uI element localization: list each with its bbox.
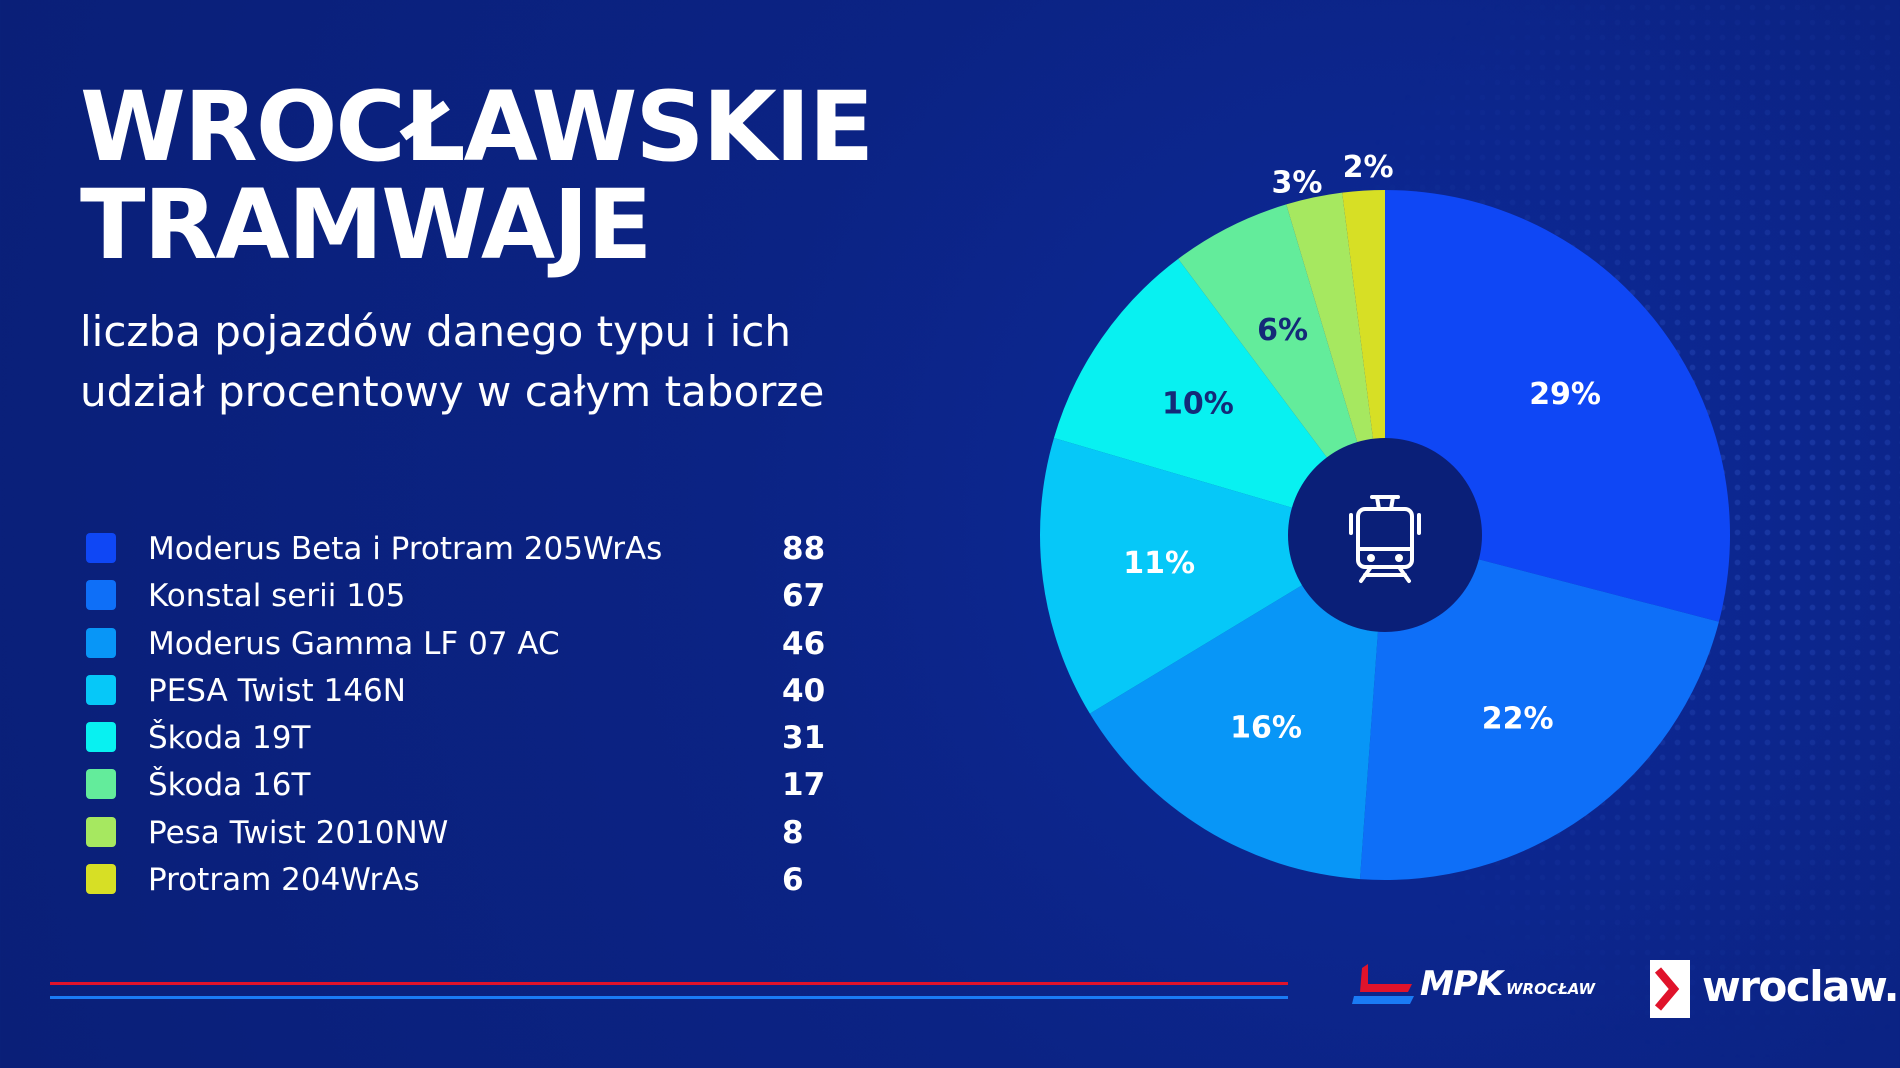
- legend-item: Moderus Gamma LF 07 AC 46: [86, 622, 846, 669]
- pie-chart: 29% 22% 16% 11% 10% 6% 3% 2%: [1040, 150, 1730, 880]
- pie-percent-label: 10%: [1162, 387, 1234, 422]
- legend-swatch: [86, 533, 116, 563]
- donut-hole: [1288, 438, 1482, 632]
- pie-percent-label: 6%: [1257, 313, 1308, 348]
- wroclaw-logo: wroclaw.pl: [1650, 960, 1900, 1018]
- legend-swatch: [86, 769, 116, 800]
- footer-line-red: [50, 982, 1288, 985]
- legend-count: 67: [782, 578, 826, 615]
- legend-item: Škoda 16T 17: [86, 763, 846, 810]
- pie-slices: [1040, 190, 1730, 880]
- legend-count: 88: [782, 531, 826, 567]
- legend-count: 40: [782, 672, 826, 709]
- legend-count: 31: [782, 720, 826, 757]
- page-title: WROCŁAWSKIE TRAMWAJE: [80, 71, 874, 281]
- mpk-logo: MPK WROCŁAW: [1352, 958, 1596, 1008]
- chart-legend: Moderus Beta i Protram 205WrAs 88 Konstal …: [86, 527, 846, 905]
- pie-labels: 29% 22% 16% 11% 10% 6% 3% 2%: [1123, 150, 1601, 745]
- legend-item: Protram 204WrAs 6: [86, 858, 846, 905]
- legend-swatch: [86, 580, 116, 611]
- pie-slice: [1053, 258, 1385, 535]
- legend-count: 6: [782, 862, 804, 899]
- legend-count: 17: [782, 767, 826, 804]
- legend-item: PESA Twist 146N 40: [86, 669, 846, 716]
- pie-percent-label: 22%: [1482, 702, 1554, 737]
- wroclaw-logo-mark: [1650, 960, 1690, 1018]
- legend-swatch: [86, 674, 116, 705]
- legend-count: 46: [782, 625, 826, 662]
- legend-count: 8: [782, 814, 804, 851]
- legend-label: Škoda 16T: [148, 767, 311, 804]
- legend-item: Škoda 19T 31: [86, 716, 846, 763]
- legend-label: Moderus Gamma LF 07 AC: [148, 625, 560, 662]
- legend-label: Škoda 19T: [148, 720, 311, 757]
- legend-swatch: [86, 627, 116, 658]
- pie-slice: [1040, 437, 1385, 714]
- pie-percent-label: 16%: [1230, 711, 1302, 746]
- mpk-logo-text: MPK: [1420, 964, 1503, 1004]
- legend-label: Konstal serii 105: [148, 578, 406, 615]
- legend-label: Pesa Twist 2010NW: [148, 814, 449, 851]
- legend-label: Moderus Beta i Protram 205WrAs: [148, 531, 663, 567]
- legend-label: Protram 204WrAs: [148, 862, 420, 899]
- mpk-logo-subtext: WROCŁAW: [1506, 980, 1596, 998]
- wroclaw-logo-text: wroclaw.pl: [1702, 962, 1900, 1011]
- legend-label: PESA Twist 146N: [148, 672, 406, 709]
- pie-percent-label: 3%: [1272, 165, 1323, 200]
- pie-slice: [1178, 204, 1385, 535]
- page-subtitle: liczba pojazdów danego typu i ich udział…: [80, 302, 824, 422]
- tram-icon: [1349, 495, 1421, 583]
- legend-item: Konstal serii 105 67: [86, 574, 846, 621]
- pie-slice: [1359, 535, 1719, 880]
- subtitle-line-1: liczba pojazdów danego typu i ich: [80, 307, 792, 356]
- legend-item: Pesa Twist 2010NW 8: [86, 811, 846, 858]
- legend-item: Moderus Beta i Protram 205WrAs 88: [86, 527, 846, 574]
- pie-percent-label: 29%: [1529, 377, 1601, 412]
- legend-swatch: [86, 816, 116, 847]
- footer-line-blue: [50, 996, 1288, 999]
- subtitle-line-2: udział procentowy w całym taborze: [80, 367, 825, 416]
- legend-swatch: [86, 722, 116, 753]
- mpk-logo-mark: [1352, 964, 1414, 1004]
- pie-percent-label: 11%: [1123, 546, 1195, 581]
- title-line-1: WROCŁAWSKIE: [80, 71, 874, 183]
- pie-percent-label: 2%: [1343, 150, 1394, 185]
- legend-swatch: [86, 864, 116, 895]
- title-line-2: TRAMWAJE: [80, 169, 652, 281]
- pie-slice: [1089, 535, 1385, 880]
